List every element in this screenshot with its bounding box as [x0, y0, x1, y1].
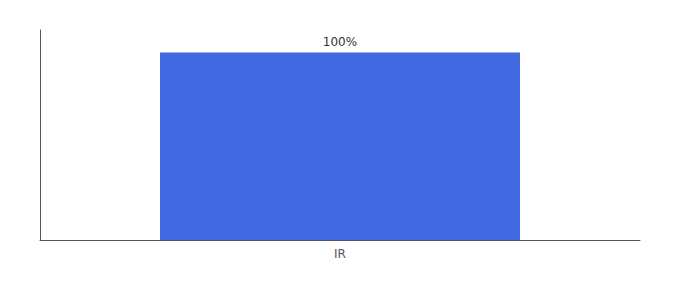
svg-text:IR: IR: [334, 247, 346, 261]
svg-text:100%: 100%: [323, 35, 357, 49]
